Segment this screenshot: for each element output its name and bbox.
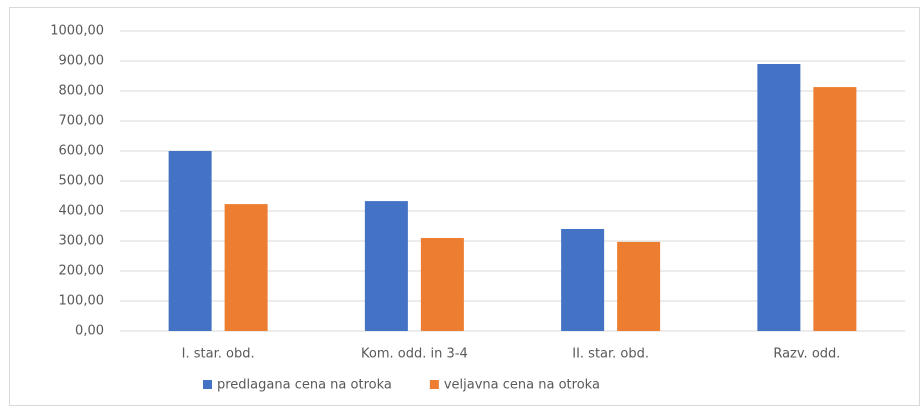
bar — [561, 229, 605, 331]
y-tick-label: 700,00 — [59, 114, 105, 129]
y-tick-label: 200,00 — [59, 264, 105, 279]
y-tick-label: 400,00 — [59, 204, 105, 219]
x-tick-label: II. star. obd. — [572, 347, 649, 362]
legend-label: veljavna cena na otroka — [444, 378, 600, 393]
legend-label: predlagana cena na otroka — [217, 378, 392, 393]
bar — [364, 201, 408, 331]
y-tick-label: 900,00 — [59, 54, 105, 69]
x-tick-label: Razv. odd. — [773, 347, 840, 362]
x-tick-label: I. star. obd. — [182, 347, 255, 362]
y-tick-label: 100,00 — [59, 294, 105, 309]
x-tick-label: Kom. odd. in 3-4 — [361, 347, 468, 362]
y-tick-label: 1000,00 — [50, 24, 104, 39]
y-tick-label: 0,00 — [75, 324, 104, 339]
bar — [168, 151, 212, 331]
y-tick-label: 300,00 — [59, 234, 105, 249]
y-tick-label: 500,00 — [59, 174, 105, 189]
bar — [420, 238, 464, 331]
legend-swatch — [429, 380, 439, 389]
bar — [813, 87, 857, 331]
bar — [617, 241, 661, 331]
bar — [224, 204, 268, 331]
y-tick-label: 800,00 — [59, 84, 105, 99]
bar — [757, 64, 801, 331]
y-tick-label: 600,00 — [59, 144, 105, 159]
legend-swatch — [203, 380, 212, 389]
